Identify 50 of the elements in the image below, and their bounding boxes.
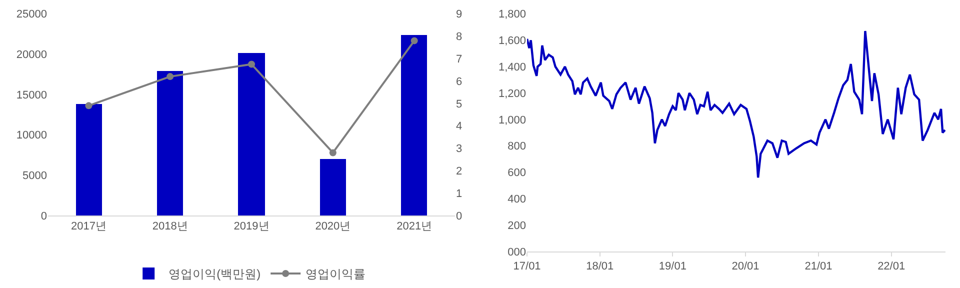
bar [238,52,265,216]
y2-tick-label: 1 [456,188,462,200]
x-tick-label: 2019년 [234,220,270,233]
y2-tick-label: 3 [456,143,462,156]
y2-tick-label: 4 [456,120,462,133]
bar [320,158,346,216]
y-tick-label: 1,800 [498,8,526,21]
x-tick-label: 2020년 [315,220,351,233]
x-tick-label: 21/01 [804,260,832,273]
y-tick-label: 20000 [16,49,47,61]
y-tick-label: 1,200 [498,88,526,100]
x-tick-label: 2017년 [70,220,106,233]
point [410,37,418,44]
y-tick-label: 200 [508,220,526,232]
y-tick-label: 10000 [16,130,47,142]
legend-label: 영업이익(백만원) [168,267,261,282]
y-tick-label: 1,000 [498,114,526,126]
y-tick-label: 15000 [16,89,47,102]
y2-tick-label: 0 [456,210,462,222]
x-tick-label: 18/01 [586,260,614,273]
x-tick-label: 22/01 [878,260,906,273]
bar [157,70,183,216]
point [329,149,336,156]
x-tick-label: 17/01 [513,260,541,273]
y-tick-label: 1,600 [498,35,526,48]
y-tick-label: 5000 [22,170,47,182]
y-tick-label: 25000 [16,8,47,21]
line-series [527,30,946,179]
y-tick-label: 0 [40,210,47,222]
point [85,102,92,110]
y2-tick-label: 9 [456,8,462,21]
y2-tick-label: 6 [456,76,462,88]
y2-tick-label: 5 [456,98,462,110]
y-tick-label: 800 [508,140,526,153]
x-tick-label: 19/01 [658,260,686,273]
y-tick-label: 400 [508,194,526,206]
x-tick-label: 2021년 [396,220,432,233]
y2-tick-label: 8 [456,31,462,44]
bar [401,34,427,216]
point [166,73,174,80]
y-tick-label: 600 [508,167,526,180]
y2-tick-label: 2 [456,165,462,178]
y-tick-label: 1,400 [498,62,526,74]
y-tick-label: 000 [508,246,526,258]
legend-label: 영업이익률 [306,267,366,282]
point [248,60,256,68]
y2-tick-label: 7 [456,53,462,66]
bar [76,104,102,216]
x-tick-label: 20/01 [732,260,760,273]
x-tick-label: 2018년 [152,220,188,233]
